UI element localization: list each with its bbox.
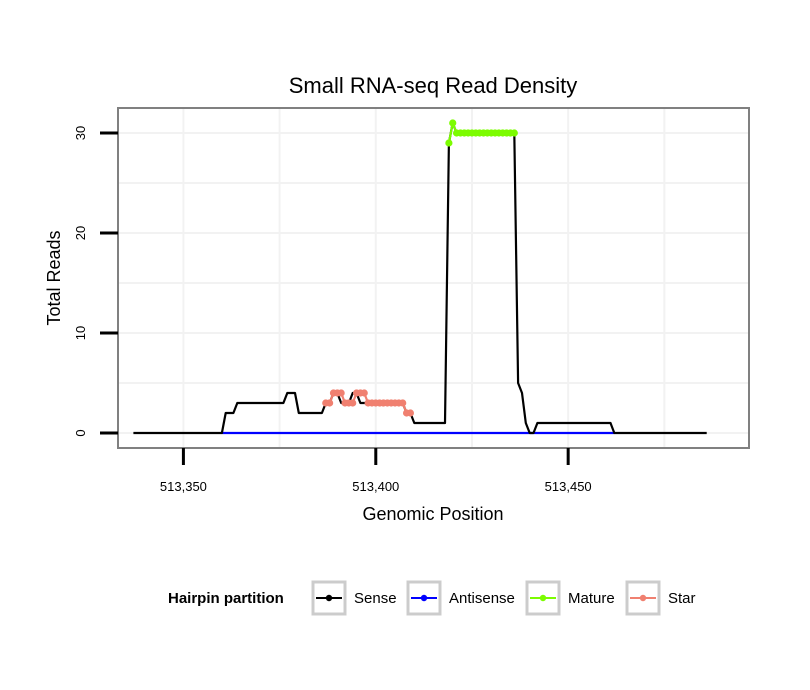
legend-label-antisense: Antisense [449, 590, 515, 607]
y-axis-label: Total Reads [44, 230, 64, 325]
x-tick-label: 513,450 [545, 479, 592, 494]
plot-panel [117, 107, 750, 449]
star-point [349, 399, 357, 407]
mature-point [449, 119, 457, 127]
star-point [326, 399, 334, 407]
legend-point-star [639, 594, 647, 602]
legend-label-sense: Sense [354, 590, 397, 607]
legend-point-sense [325, 594, 333, 602]
legend-item-star: Star [625, 580, 696, 616]
legend-point-mature [539, 594, 547, 602]
legend-title: Hairpin partition [168, 590, 284, 607]
star-point [337, 389, 345, 397]
series-mature [445, 119, 518, 147]
legend-label-mature: Mature [568, 590, 615, 607]
grid-lines [118, 108, 749, 448]
x-axis-label: Genomic Position [362, 504, 503, 524]
legend-item-sense: Sense [311, 580, 397, 616]
y-tick-label: 10 [73, 326, 88, 340]
star-point [399, 399, 407, 407]
mature-point [510, 129, 518, 137]
x-axis: 513,350 513,400 513,450 [160, 448, 592, 494]
legend: Hairpin partition Sense Antisense Mature St… [168, 580, 696, 616]
plot-background [118, 108, 749, 448]
y-axis: 0 10 20 30 [73, 126, 118, 437]
y-tick-label: 20 [73, 226, 88, 240]
series-layer [133, 119, 707, 435]
y-tick-label: 0 [73, 429, 88, 436]
x-tick-label: 513,350 [160, 479, 207, 494]
plot-border [117, 107, 750, 449]
series-star [322, 389, 415, 417]
legend-item-mature: Mature [525, 580, 615, 616]
mature-point [445, 139, 453, 147]
y-tick-label: 30 [73, 126, 88, 140]
x-tick-label: 513,400 [352, 479, 399, 494]
star-point [406, 409, 415, 417]
star-point [360, 389, 368, 397]
legend-point-antisense [420, 594, 428, 602]
chart-title: Small RNA-seq Read Density [289, 73, 578, 98]
legend-label-star: Star [668, 590, 696, 607]
legend-item-antisense: Antisense [406, 580, 515, 616]
